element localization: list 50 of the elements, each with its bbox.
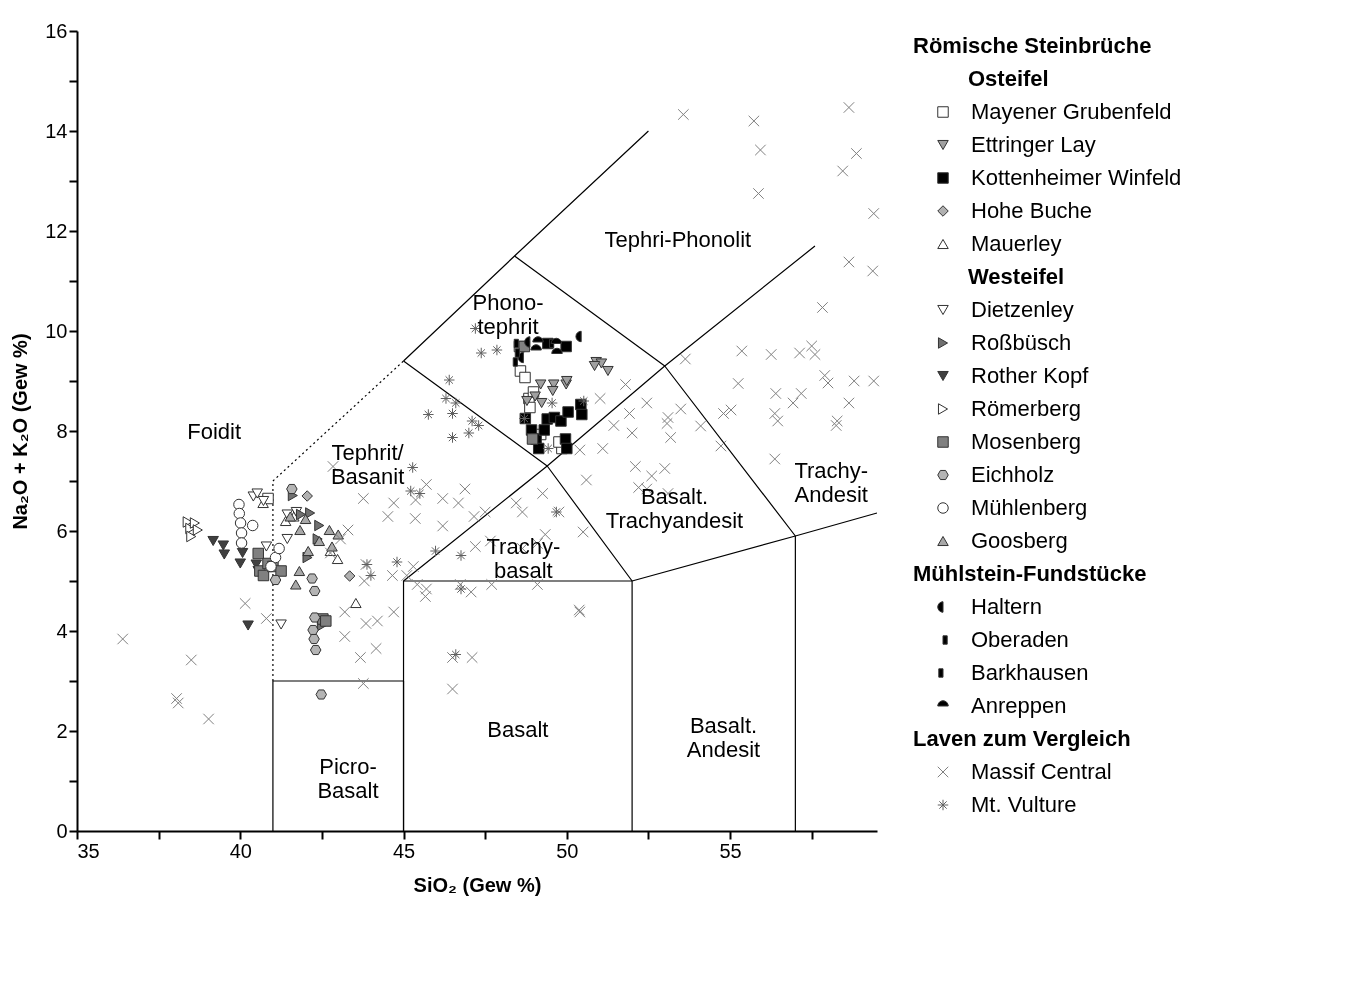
x-tick-label: 40	[229, 839, 252, 862]
annotation: Tephrit/ Basanit	[330, 440, 405, 489]
x-axis-title: SiO₂ (Gew %)	[413, 873, 542, 896]
annotation: Basalt. Andesit	[686, 713, 761, 762]
y-tick-label: 16	[45, 19, 68, 42]
legend-label: Mayener Grubenfeld	[971, 99, 1172, 124]
annotation: Basalt. Trachyandesit	[605, 483, 744, 533]
y-tick-label: 14	[45, 119, 68, 142]
text: Westeifel	[968, 264, 1065, 289]
x-tick-label: 35	[77, 839, 100, 862]
text: Osteifel	[968, 66, 1049, 91]
annotation: Trachy- basalt	[486, 533, 561, 583]
y-tick-label: 12	[45, 219, 68, 242]
text: Laven zum Vergleich	[913, 726, 1131, 751]
legend-label: Barkhausen	[971, 660, 1089, 685]
legend-label: Oberaden	[971, 627, 1069, 652]
annotation: Tephri-Phonolit	[604, 227, 752, 252]
annotation: Basalt	[487, 717, 549, 742]
legend-label: Kottenheimer Winfeld	[971, 165, 1182, 190]
x-tick-label: 45	[392, 839, 416, 862]
annotation: Trachy- Andesit	[794, 458, 869, 507]
legend-label: Anreppen	[971, 693, 1067, 718]
legend-label: Ettringer Lay	[971, 132, 1096, 157]
legend-label: Hohe Buche	[971, 198, 1093, 223]
y-tick-label: 10	[45, 319, 68, 342]
y-axis-title: Na₂O + K₂O (Gew %)	[9, 333, 32, 530]
text: Mühlstein-Fundstücke	[913, 561, 1147, 586]
legend-label: Eichholz	[971, 462, 1055, 487]
legend-label: Haltern	[971, 594, 1042, 619]
x-tick-label: 50	[556, 839, 579, 862]
x-tick-label: 55	[719, 839, 742, 862]
y-tick-label: 2	[56, 719, 68, 742]
legend-label: Mühlenberg	[971, 495, 1088, 520]
y-tick-label: 6	[56, 519, 68, 542]
legend-label: Massif Central	[971, 759, 1112, 784]
y-tick-label: 4	[56, 619, 68, 642]
legend-label: Mauerley	[971, 231, 1062, 256]
legend-label: Roßbüsch	[971, 330, 1072, 355]
legend-label: Rother Kopf	[971, 363, 1090, 388]
annotation: Foidit	[187, 419, 242, 444]
annotation: Phono- tephrit	[472, 290, 544, 339]
y-tick-label: 8	[56, 419, 68, 442]
y-tick-label: 0	[56, 819, 68, 842]
annotation: Picro- Basalt	[317, 753, 379, 803]
legend-label: Römerberg	[971, 396, 1082, 421]
legend-label: Dietzenley	[971, 297, 1074, 322]
legend-label: Mosenberg	[971, 429, 1082, 454]
legend-title: Römische Steinbrüche	[913, 33, 1152, 58]
legend-label: Mt. Vulture	[971, 792, 1077, 817]
legend-label: Goosberg	[971, 528, 1068, 553]
